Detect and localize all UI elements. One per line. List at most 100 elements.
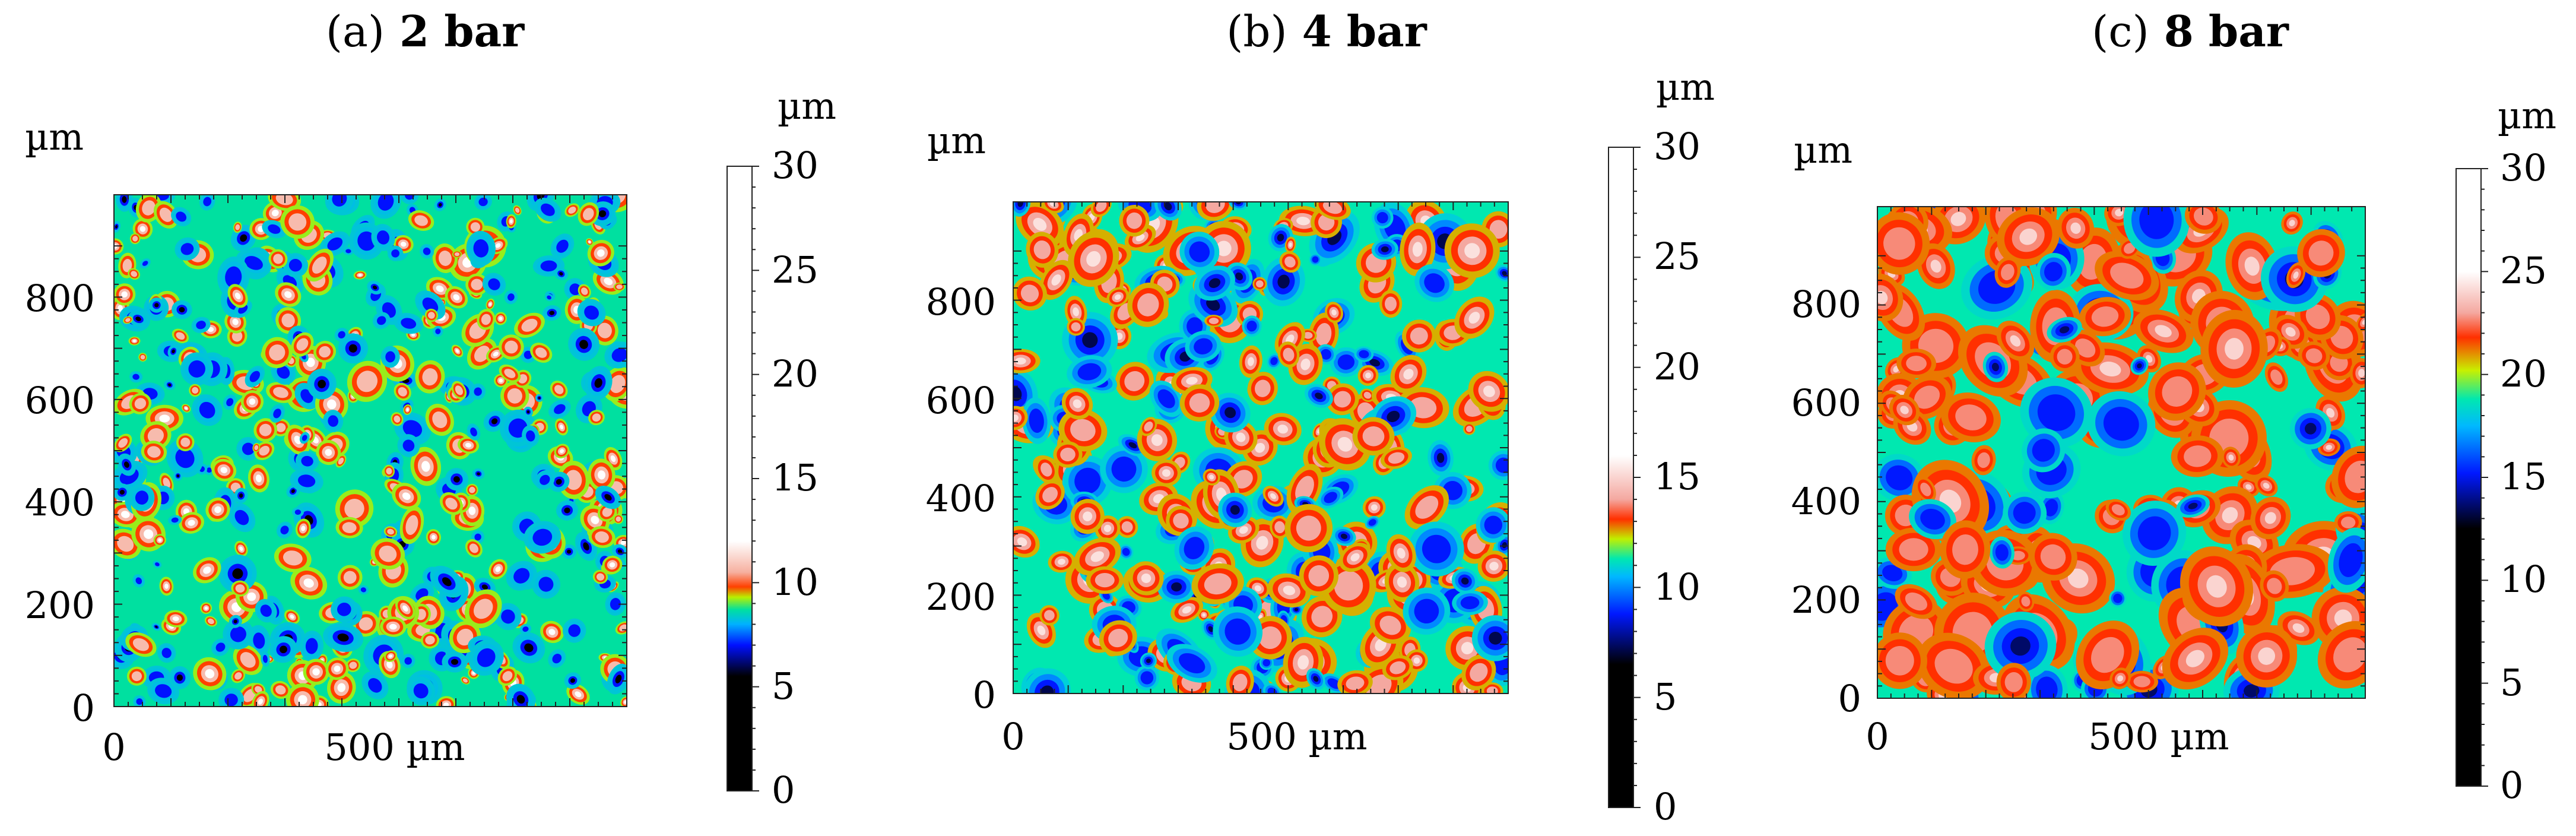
panel-a-cbar-tick-15: 15 (772, 456, 819, 499)
panel-a-surface-feature (147, 446, 161, 458)
panel-a-surface-feature (280, 525, 289, 535)
panel-a-surface-feature (196, 321, 206, 330)
panel-a-surface-feature (478, 197, 488, 207)
panel-a-surface-feature (597, 470, 606, 480)
panel-b-surface-feature (1277, 233, 1284, 242)
panel-a-surface-feature (394, 415, 401, 423)
panel-b-surface-feature (1312, 256, 1319, 263)
panel-a-surface-feature (471, 278, 483, 290)
panel-c-surface-feature (1882, 565, 1903, 582)
panel-b-surface-feature (1414, 598, 1439, 623)
panel-a-surface-feature (567, 549, 572, 554)
panel-b-cbar-tick-5: 5 (1654, 675, 1677, 718)
panel-a-surface-feature (294, 509, 302, 515)
panel-a-surface-feature (491, 418, 498, 425)
panel-b-surface-feature (1015, 357, 1026, 365)
panel-a-surface-feature (477, 472, 480, 476)
panel-b-surface-feature (1189, 393, 1210, 413)
panel-a-surface-feature (179, 307, 185, 313)
panel-a-surface-feature (357, 231, 376, 251)
panel-a-surface-feature (132, 236, 138, 242)
panel-b-colorbar-unit: µm (1656, 65, 1715, 109)
panel-a-surface-feature (389, 654, 393, 658)
panel-a-surface-feature (473, 598, 493, 619)
panel-a-y-tick-0: 0 (72, 686, 95, 730)
panel-a-surface-feature (235, 224, 240, 230)
panel-a-surface-feature (306, 357, 315, 368)
panel-a-surface-feature (297, 474, 316, 487)
panel-c-colorbar-ticks (2481, 168, 2488, 787)
panel-b-surface-feature (1294, 607, 1299, 612)
panel-a-surface-feature (171, 517, 179, 523)
panel-a-surface-feature (303, 578, 314, 588)
panel-c-surface (1877, 207, 2365, 698)
panel-b-surface-feature (1320, 349, 1332, 360)
panel-a-surface-feature (277, 365, 290, 379)
panel-a-surface-feature (301, 455, 313, 467)
panel-a-surface-feature (477, 648, 496, 667)
panel-a-surface-feature (271, 210, 279, 217)
panel-b-surface-feature (1340, 533, 1348, 539)
panel-b-surface-feature (1388, 452, 1405, 464)
panel-a-surface-feature (262, 655, 268, 663)
panel-a-surface-feature (559, 272, 563, 276)
panel-a-surface-feature (318, 379, 326, 388)
panel-b-surface-feature (1187, 317, 1203, 335)
panel-a-surface-feature (247, 592, 256, 601)
panel-a-surface-feature (559, 425, 564, 430)
panel-b-surface-feature (1489, 562, 1499, 571)
panel-b-surface-feature (1324, 492, 1337, 504)
panel-c-surface-feature (2044, 499, 2058, 517)
panel-b-surface-feature (1295, 476, 1314, 502)
panel-a-surface-feature (401, 318, 417, 329)
panel-a: (a) 2 bar µm 0 200 400 600 800 0 500 µm … (25, 6, 836, 812)
panel-b-surface-feature (1413, 657, 1420, 664)
panel-b-surface-feature (1502, 542, 1507, 549)
panel-a-surface-feature (155, 684, 172, 698)
panel-a-surface-feature (615, 674, 622, 683)
panel-a-surface-feature (513, 568, 530, 584)
panel-a-surface-feature (470, 222, 480, 232)
panel-a-surface-feature (234, 292, 241, 300)
panel-b-surface-feature (1313, 676, 1319, 682)
panel-a-surface-feature (253, 632, 265, 649)
panel-c-y-tick-800: 800 (1791, 283, 1861, 326)
panel-a-surface-feature (526, 430, 535, 442)
panel-a-surface-feature (159, 207, 173, 222)
panel-a-y-tick-400: 400 (25, 481, 95, 524)
panel-b-title: (b) 4 bar (1226, 6, 1427, 56)
panel-c-cbar-tick-0: 0 (2500, 764, 2523, 807)
panel-b-surface-feature (1389, 661, 1406, 674)
panel-a-surface-feature (359, 617, 373, 631)
panel-a-cbar-tick-10: 10 (772, 560, 819, 604)
panel-b-surface-feature (1044, 610, 1055, 621)
panel-b-surface-feature (1224, 618, 1251, 645)
panel-a-surface-feature (269, 344, 285, 361)
panel-a-surface-feature (131, 671, 142, 682)
panel-a-surface-feature (509, 219, 513, 223)
panel-a-surface-feature (290, 615, 294, 619)
panel-a-surface-feature (122, 196, 127, 203)
panel-a-surface-feature (337, 683, 346, 692)
panel-a-surface-feature (541, 203, 555, 216)
panel-c-cbar-tick-10: 10 (2500, 558, 2547, 601)
panel-a-surface-feature (255, 686, 262, 693)
panel-a-surface-feature (385, 351, 395, 363)
panel-a-surface-feature (159, 414, 170, 423)
panel-a-surface-feature (414, 215, 428, 226)
panel-a-surface-feature (120, 511, 130, 518)
panel-a-surface-feature (505, 340, 518, 354)
panel-a-surface-feature (402, 605, 408, 612)
panel-b-surface-feature (1096, 202, 1107, 212)
panel-a-surface-feature (402, 492, 411, 501)
panel-a-surface-feature (231, 330, 243, 342)
panel-a-surface-feature (468, 506, 476, 515)
panel-a-surface-feature (175, 448, 195, 468)
panel-b-surface-feature (1090, 551, 1104, 562)
panel-a-surface-feature (249, 370, 261, 382)
panel-a-y-tick-800: 800 (25, 277, 95, 320)
panel-a-surface-feature (579, 340, 588, 349)
panel-b-surface-feature (1461, 577, 1469, 585)
panel-a-surface-feature (337, 633, 349, 642)
panel-b-surface-feature (1283, 585, 1296, 596)
